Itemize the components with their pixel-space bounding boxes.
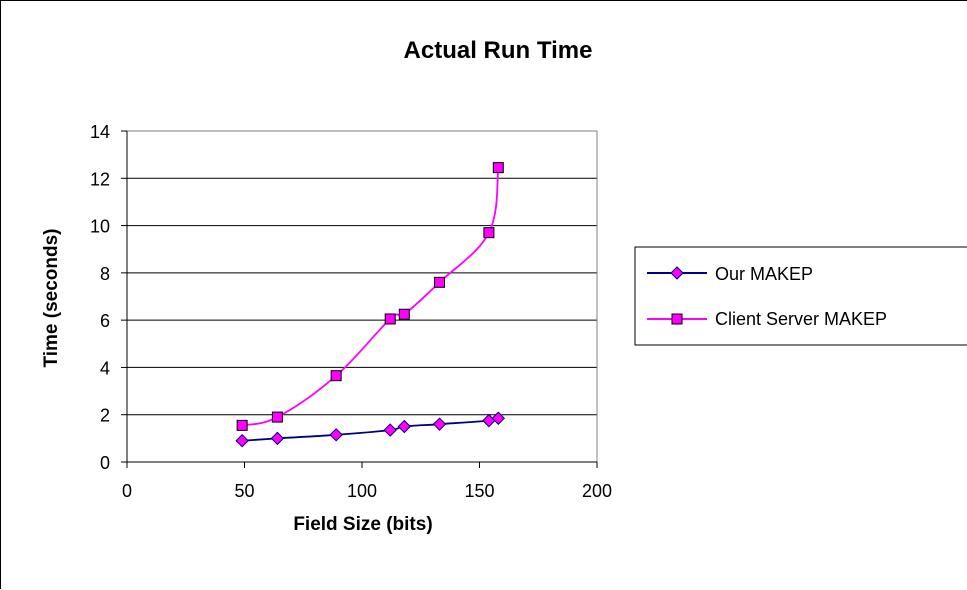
point-0-4 (397, 419, 412, 434)
legend: Our MAKEP Client Server MAKEP (634, 246, 967, 346)
tick-label-y-4: 8 (100, 264, 110, 284)
point-0-1 (270, 431, 285, 446)
x-axis-title: Field Size (bits) (293, 514, 432, 535)
tick-label-x-1: 50 (234, 481, 254, 501)
tick-label-y-1: 2 (100, 406, 110, 426)
legend-box (634, 246, 967, 346)
tick-label-y-6: 12 (90, 169, 110, 189)
legend-label-client-server-makep: Client Server MAKEP (715, 309, 887, 329)
point-0-3 (383, 423, 397, 437)
axes (121, 130, 598, 468)
point-0-7 (491, 411, 506, 425)
tick-label-x-3: 150 (464, 481, 494, 501)
chart-title: Actual Run Time (404, 37, 593, 64)
legend-label-our-makep: Our MAKEP (715, 264, 813, 284)
series-markers (235, 162, 506, 448)
point-0-6 (482, 413, 496, 428)
point-0-2 (329, 428, 343, 442)
plot-area (126, 130, 598, 463)
point-1-2 (330, 370, 342, 382)
tick-labels: 0 2 4 6 8 10 12 14 0 50 100 150 200 (90, 122, 612, 501)
grid-lines (127, 130, 597, 416)
tick-label-x-4: 200 (582, 481, 612, 501)
point-1-3 (384, 313, 396, 325)
tick-label-y-2: 4 (100, 358, 110, 378)
series-lines (241, 167, 500, 442)
point-1-1 (271, 411, 283, 423)
point-0-5 (432, 417, 447, 431)
legend-marker-our-makep (670, 266, 684, 280)
tick-label-x-0: 0 (122, 481, 132, 501)
tick-label-y-7: 14 (90, 122, 110, 142)
point-1-0 (236, 419, 248, 431)
point-1-6 (483, 227, 495, 239)
tick-label-x-2: 100 (347, 481, 377, 501)
tick-label-y-0: 0 (100, 453, 110, 473)
point-1-7 (492, 162, 504, 174)
legend-marker-client-server-makep (671, 313, 683, 325)
point-0-0 (235, 434, 249, 448)
series-line-1 (241, 167, 500, 427)
y-axis-title: Time (seconds) (41, 228, 62, 367)
point-1-4 (398, 308, 410, 320)
tick-label-y-5: 10 (90, 217, 110, 237)
tick-label-y-3: 6 (100, 311, 110, 331)
point-1-5 (434, 276, 446, 288)
